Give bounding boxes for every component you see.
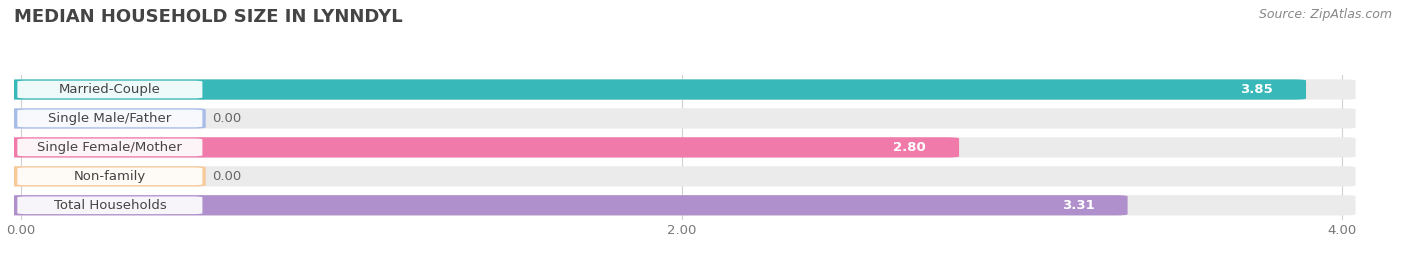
Text: Non-family: Non-family — [73, 170, 146, 183]
FancyBboxPatch shape — [7, 137, 1355, 158]
FancyBboxPatch shape — [7, 137, 959, 158]
FancyBboxPatch shape — [17, 81, 202, 98]
FancyBboxPatch shape — [7, 79, 1306, 100]
FancyBboxPatch shape — [7, 108, 205, 129]
Text: 3.31: 3.31 — [1062, 199, 1094, 212]
FancyBboxPatch shape — [17, 168, 202, 185]
FancyBboxPatch shape — [17, 139, 202, 156]
Text: MEDIAN HOUSEHOLD SIZE IN LYNNDYL: MEDIAN HOUSEHOLD SIZE IN LYNNDYL — [14, 8, 402, 26]
FancyBboxPatch shape — [7, 195, 1355, 215]
FancyBboxPatch shape — [7, 166, 1355, 187]
Text: Married-Couple: Married-Couple — [59, 83, 160, 96]
FancyBboxPatch shape — [7, 108, 1355, 129]
Text: 0.00: 0.00 — [212, 170, 242, 183]
Text: Single Female/Mother: Single Female/Mother — [38, 141, 183, 154]
Text: Total Households: Total Households — [53, 199, 166, 212]
Text: 2.80: 2.80 — [893, 141, 927, 154]
Text: 3.85: 3.85 — [1240, 83, 1272, 96]
FancyBboxPatch shape — [7, 79, 1355, 100]
FancyBboxPatch shape — [17, 196, 202, 214]
FancyBboxPatch shape — [7, 195, 1128, 215]
FancyBboxPatch shape — [7, 166, 205, 187]
Text: 0.00: 0.00 — [212, 112, 242, 125]
Text: Single Male/Father: Single Male/Father — [48, 112, 172, 125]
FancyBboxPatch shape — [17, 110, 202, 127]
Text: Source: ZipAtlas.com: Source: ZipAtlas.com — [1258, 8, 1392, 21]
